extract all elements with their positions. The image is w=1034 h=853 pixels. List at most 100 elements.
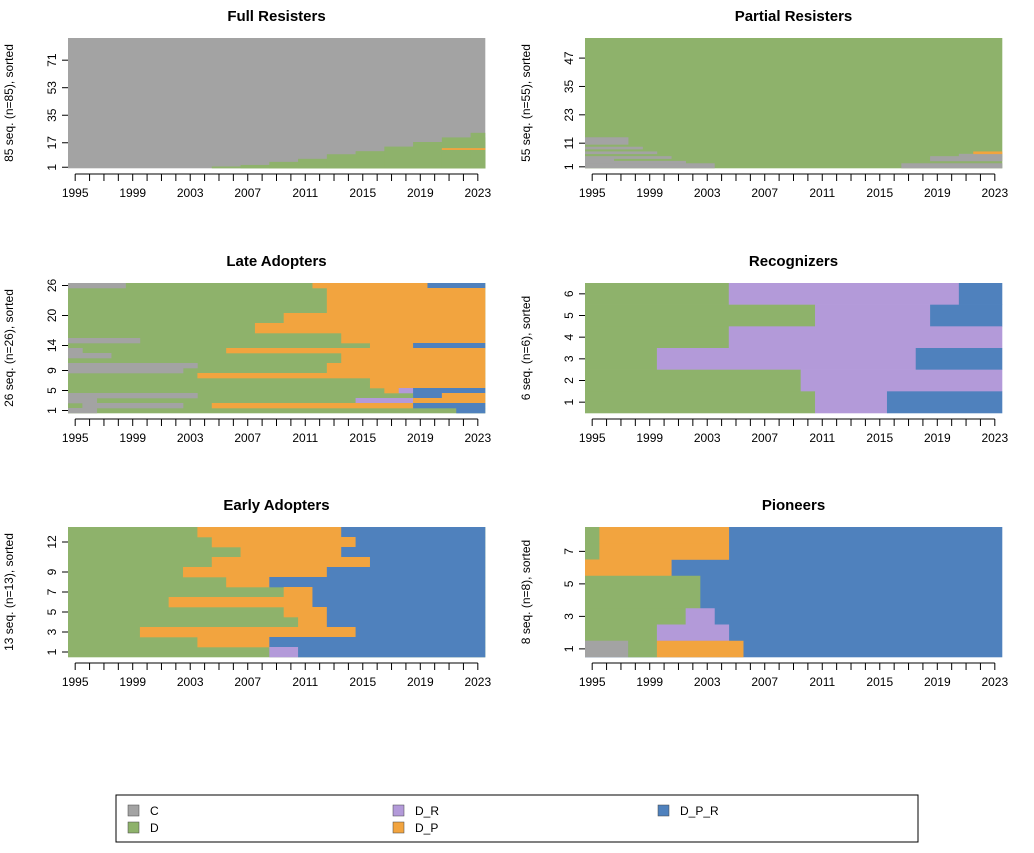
legend-swatch-d-r xyxy=(392,804,405,817)
sequence-block-d_p xyxy=(226,348,486,354)
y-tick-label: 1 xyxy=(45,164,59,171)
x-tick-label: 1995 xyxy=(62,675,89,689)
sequence-block-d_p_r xyxy=(326,567,486,578)
sequence-block-d_r xyxy=(815,391,888,414)
x-tick-label: 2023 xyxy=(464,675,491,689)
x-tick-label: 2011 xyxy=(292,431,318,445)
x-tick-label: 2015 xyxy=(866,431,893,445)
sequence-block-d xyxy=(628,640,658,658)
x-tick-label: 2011 xyxy=(809,675,835,689)
y-axis-label: 6 seq. (n=6), sorted xyxy=(519,296,533,400)
x-tick-label: 2015 xyxy=(349,186,376,200)
sequence-block-d xyxy=(585,326,730,349)
x-tick-label: 1999 xyxy=(119,675,146,689)
x-tick-label: 2023 xyxy=(981,186,1008,200)
sequence-block-c xyxy=(958,153,1003,157)
y-tick-label: 4 xyxy=(562,334,576,341)
sequence-block-d_r xyxy=(269,647,299,658)
y-tick-label: 3 xyxy=(45,628,59,635)
x-tick-label: 2007 xyxy=(234,431,261,445)
y-tick-label: 1 xyxy=(562,399,576,406)
sequence-block-d_p xyxy=(312,283,428,289)
sequence-block-d_p xyxy=(369,343,414,349)
legend-box xyxy=(115,794,919,843)
y-axis-label: 26 seq. (n=26), sorted xyxy=(2,289,16,407)
y-tick-label: 5 xyxy=(562,312,576,319)
y-tick-label: 5 xyxy=(45,387,59,394)
x-tick-label: 2003 xyxy=(694,675,721,689)
x-tick-label: 1999 xyxy=(119,186,146,200)
legend-label-d-p: D_P xyxy=(415,821,438,835)
sequence-block-c xyxy=(68,363,198,369)
sequence-block-d xyxy=(585,348,658,370)
x-tick-label: 2019 xyxy=(924,186,951,200)
sequence-block-d_p_r xyxy=(369,557,486,568)
x-tick-label: 2015 xyxy=(349,675,376,689)
sequence-block-d_p_r xyxy=(312,587,486,598)
sequence-block-d xyxy=(585,283,730,305)
sequence-block-d_p xyxy=(211,537,356,548)
sequence-block-d_r xyxy=(656,624,730,642)
y-axis-label: 13 seq. (n=13), sorted xyxy=(2,533,16,651)
sequence-block-c xyxy=(68,368,184,374)
sequence-block-c xyxy=(585,146,643,150)
x-tick-label: 2023 xyxy=(464,186,491,200)
sequence-block-d_p_r xyxy=(355,537,486,548)
x-tick-label: 2007 xyxy=(751,431,778,445)
x-tick-label: 2007 xyxy=(234,186,261,200)
y-tick-label: 12 xyxy=(45,535,59,549)
sequence-block-d_p xyxy=(240,547,342,558)
sequence-block-d_p_r xyxy=(341,527,486,538)
x-tick-label: 2015 xyxy=(866,675,893,689)
sequence-block-c xyxy=(68,348,83,354)
sequence-block-c xyxy=(68,338,141,344)
sequence-block-c xyxy=(585,158,615,162)
panel-title: Pioneers xyxy=(762,497,825,514)
x-tick-label: 2007 xyxy=(234,675,261,689)
sequence-block-d_r xyxy=(815,304,931,327)
sequence-block-d_p xyxy=(599,527,730,544)
y-tick-label: 20 xyxy=(45,309,59,323)
sequence-block-d xyxy=(585,608,686,625)
x-tick-label: 1999 xyxy=(119,431,146,445)
panel-title: Recognizers xyxy=(749,253,838,270)
y-tick-label: 23 xyxy=(562,108,576,122)
legend-label-d-r: D_R xyxy=(415,804,439,818)
sequence-block-c xyxy=(585,156,672,159)
sequence-block-d_p_r xyxy=(930,304,1003,327)
y-tick-label: 6 xyxy=(562,290,576,297)
sequence-block-d xyxy=(585,38,1003,169)
x-tick-label: 1995 xyxy=(62,431,89,445)
panel-2: Late Adopters 26 seq. (n=26), sorted 1 5 9 14… xyxy=(2,253,491,445)
sequence-block-d xyxy=(585,527,600,544)
sequence-block-d xyxy=(585,369,801,392)
sequence-block-d xyxy=(585,304,816,327)
y-axis-label: 55 seq. (n=55), sorted xyxy=(519,44,533,162)
x-tick-label: 2003 xyxy=(177,675,204,689)
sequence-block-c xyxy=(585,137,629,145)
sequence-block-d_r xyxy=(800,369,1003,392)
x-tick-label: 2019 xyxy=(924,431,951,445)
sequence-block-d_p xyxy=(585,559,672,577)
panel-title: Early Adopters xyxy=(223,497,329,514)
sequence-block-c xyxy=(585,640,629,658)
x-tick-label: 2019 xyxy=(407,431,434,445)
sequence-block-d_p xyxy=(139,627,356,638)
sequence-block-d_p xyxy=(298,617,328,628)
y-tick-label: 9 xyxy=(45,568,59,575)
y-tick-label: 1 xyxy=(45,407,59,414)
panel-0: Full Resisters 85 seq. (n=85), sorted 1 17 3… xyxy=(2,8,491,200)
panel-title: Late Adopters xyxy=(226,253,326,270)
sequence-block-c xyxy=(68,398,98,404)
sequence-block-d_p_r xyxy=(427,283,486,289)
sequence-block-c xyxy=(930,156,1003,162)
panel-cells xyxy=(585,38,1003,169)
x-tick-label: 1995 xyxy=(579,431,606,445)
sequence-block-d_p_r xyxy=(326,617,486,628)
x-tick-label: 1999 xyxy=(636,431,663,445)
x-tick-label: 2023 xyxy=(981,675,1008,689)
x-tick-label: 2011 xyxy=(809,431,835,445)
legend-label-d-p-r: D_P_R xyxy=(680,804,719,818)
sequence-block-d xyxy=(585,391,816,414)
